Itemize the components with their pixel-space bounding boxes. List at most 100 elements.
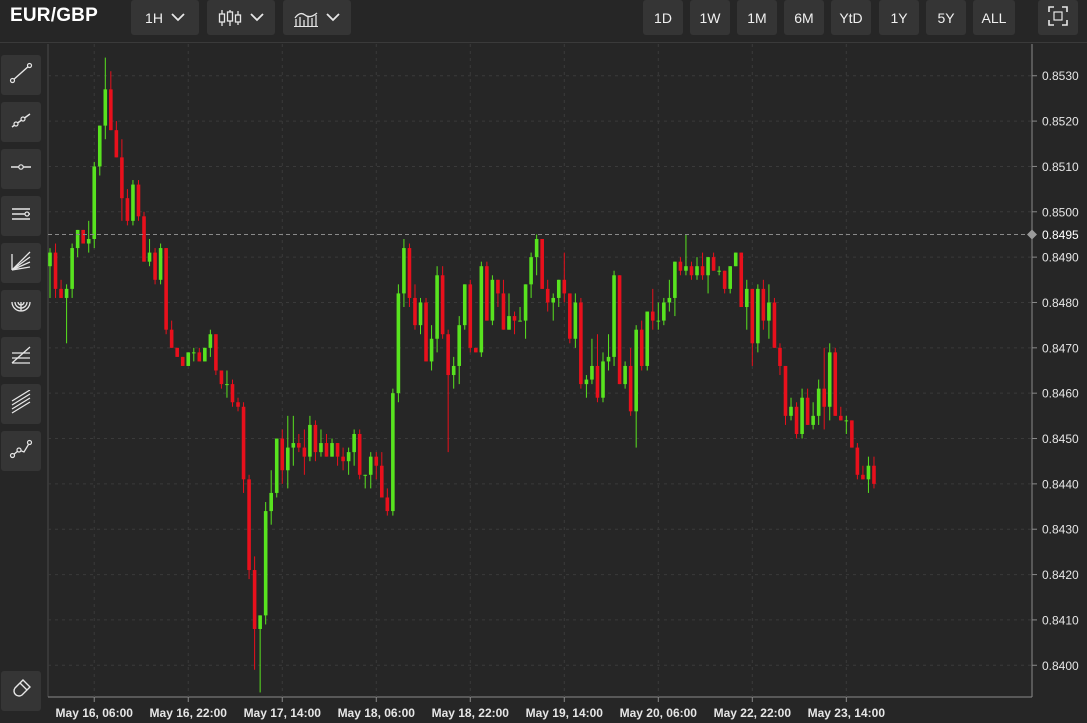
range-1m-button[interactable]: 1M bbox=[737, 0, 777, 35]
candle-body bbox=[756, 288, 760, 344]
polyline-icon bbox=[9, 437, 33, 466]
candle-body bbox=[573, 302, 578, 339]
candle-body bbox=[617, 275, 622, 385]
range-5y-button[interactable]: 5Y bbox=[926, 0, 966, 35]
candle-body bbox=[606, 356, 611, 362]
candle-body bbox=[59, 288, 63, 298]
candle-body bbox=[794, 406, 799, 434]
y-tick-label: 0.8410 bbox=[1042, 613, 1079, 627]
chart-type-selector[interactable] bbox=[207, 0, 275, 35]
x-tick-label: May 16, 06:00 bbox=[56, 706, 134, 720]
x-tick-label: May 19, 14:00 bbox=[526, 706, 604, 720]
candle-body bbox=[319, 443, 323, 453]
candle-body bbox=[496, 279, 500, 294]
y-tick-label: 0.8530 bbox=[1042, 69, 1079, 83]
candle-body bbox=[335, 443, 340, 457]
candle-body bbox=[413, 297, 417, 326]
candle-body bbox=[324, 443, 329, 457]
candle-body bbox=[711, 257, 716, 271]
candle-body bbox=[297, 443, 301, 448]
candle-body bbox=[191, 352, 196, 354]
candle-body bbox=[584, 379, 589, 385]
candle-body bbox=[706, 257, 710, 276]
candle-body bbox=[778, 347, 782, 366]
candle-body bbox=[850, 420, 854, 448]
last-price-label: 0.8495 bbox=[1042, 228, 1079, 242]
candle-body bbox=[722, 270, 727, 289]
fan-icon bbox=[9, 249, 33, 278]
fullscreen-icon bbox=[1048, 6, 1068, 29]
candle-body bbox=[357, 433, 362, 475]
range-6m-button[interactable]: 6M bbox=[784, 0, 824, 35]
candle-body bbox=[822, 388, 826, 407]
candle-body bbox=[402, 248, 406, 294]
trend-line-tool[interactable] bbox=[1, 55, 41, 95]
regression-channel-tool[interactable] bbox=[1, 384, 41, 424]
ray-line-tool[interactable] bbox=[1, 102, 41, 142]
candle-body bbox=[783, 365, 788, 416]
candle-body bbox=[291, 443, 296, 448]
candle-body bbox=[628, 365, 633, 412]
candle-body bbox=[180, 356, 185, 366]
candle-body bbox=[612, 275, 616, 357]
candle-body bbox=[451, 365, 456, 376]
candle-body bbox=[197, 352, 202, 362]
parallel-channel-tool[interactable] bbox=[1, 196, 41, 236]
x-tick-label: May 18, 06:00 bbox=[338, 706, 416, 720]
candle-body bbox=[147, 252, 152, 262]
last-price-marker bbox=[1027, 229, 1037, 240]
candle-body bbox=[590, 365, 594, 380]
candle-body bbox=[92, 166, 97, 239]
candle-body bbox=[274, 438, 279, 493]
candle-body bbox=[280, 438, 285, 471]
candle-body bbox=[120, 157, 124, 199]
fullscreen-button[interactable] bbox=[1038, 0, 1078, 35]
candle-body bbox=[186, 352, 191, 366]
drawing-tools-sidebar bbox=[0, 43, 46, 723]
magnet-tool[interactable] bbox=[1, 671, 41, 711]
x-tick-label: May 16, 22:00 bbox=[150, 706, 228, 720]
arc-icon bbox=[9, 296, 33, 325]
candle-body bbox=[844, 420, 849, 422]
range-1w-button[interactable]: 1W bbox=[690, 0, 730, 35]
range-ytd-button[interactable]: YtD bbox=[831, 0, 871, 35]
candle-body bbox=[827, 352, 832, 407]
range-1d-button[interactable]: 1D bbox=[643, 0, 683, 35]
candle-body bbox=[131, 184, 135, 221]
speed-lines-tool[interactable] bbox=[1, 337, 41, 377]
candle-body bbox=[164, 248, 168, 330]
candle-body bbox=[733, 252, 738, 267]
candle-body bbox=[739, 252, 744, 308]
candle-body bbox=[479, 266, 484, 353]
chevron-down-icon bbox=[326, 13, 340, 22]
candle-body bbox=[109, 89, 113, 131]
fan-tool[interactable] bbox=[1, 243, 41, 283]
candle-body bbox=[263, 511, 268, 616]
interval-selector[interactable]: 1H bbox=[131, 0, 199, 35]
y-tick-label: 0.8500 bbox=[1042, 205, 1079, 219]
range-1y-button[interactable]: 1Y bbox=[879, 0, 919, 35]
candle-body bbox=[667, 297, 672, 303]
x-tick-label: May 17, 14:00 bbox=[244, 706, 322, 720]
candle-body bbox=[258, 615, 262, 629]
candle-body bbox=[252, 570, 257, 629]
x-tick-label: May 22, 22:00 bbox=[714, 706, 792, 720]
candle-body bbox=[700, 266, 705, 276]
arc-tool[interactable] bbox=[1, 290, 41, 330]
candle-body bbox=[645, 311, 650, 366]
regression-channel-icon bbox=[9, 388, 33, 419]
ray-line-icon bbox=[9, 108, 33, 137]
candle-body bbox=[380, 465, 384, 498]
candle-body bbox=[595, 365, 600, 398]
candle-body bbox=[446, 334, 450, 376]
candle-body bbox=[241, 406, 246, 480]
toolbar: EUR/GBP 1H bbox=[0, 0, 1087, 43]
candle-body bbox=[545, 288, 550, 303]
horizontal-line-tool[interactable] bbox=[1, 149, 41, 189]
candle-body bbox=[579, 302, 583, 385]
range-all-button[interactable]: ALL bbox=[973, 0, 1015, 35]
polyline-tool[interactable] bbox=[1, 431, 41, 471]
candle-body bbox=[838, 415, 843, 421]
indicators-selector[interactable] bbox=[283, 0, 351, 35]
